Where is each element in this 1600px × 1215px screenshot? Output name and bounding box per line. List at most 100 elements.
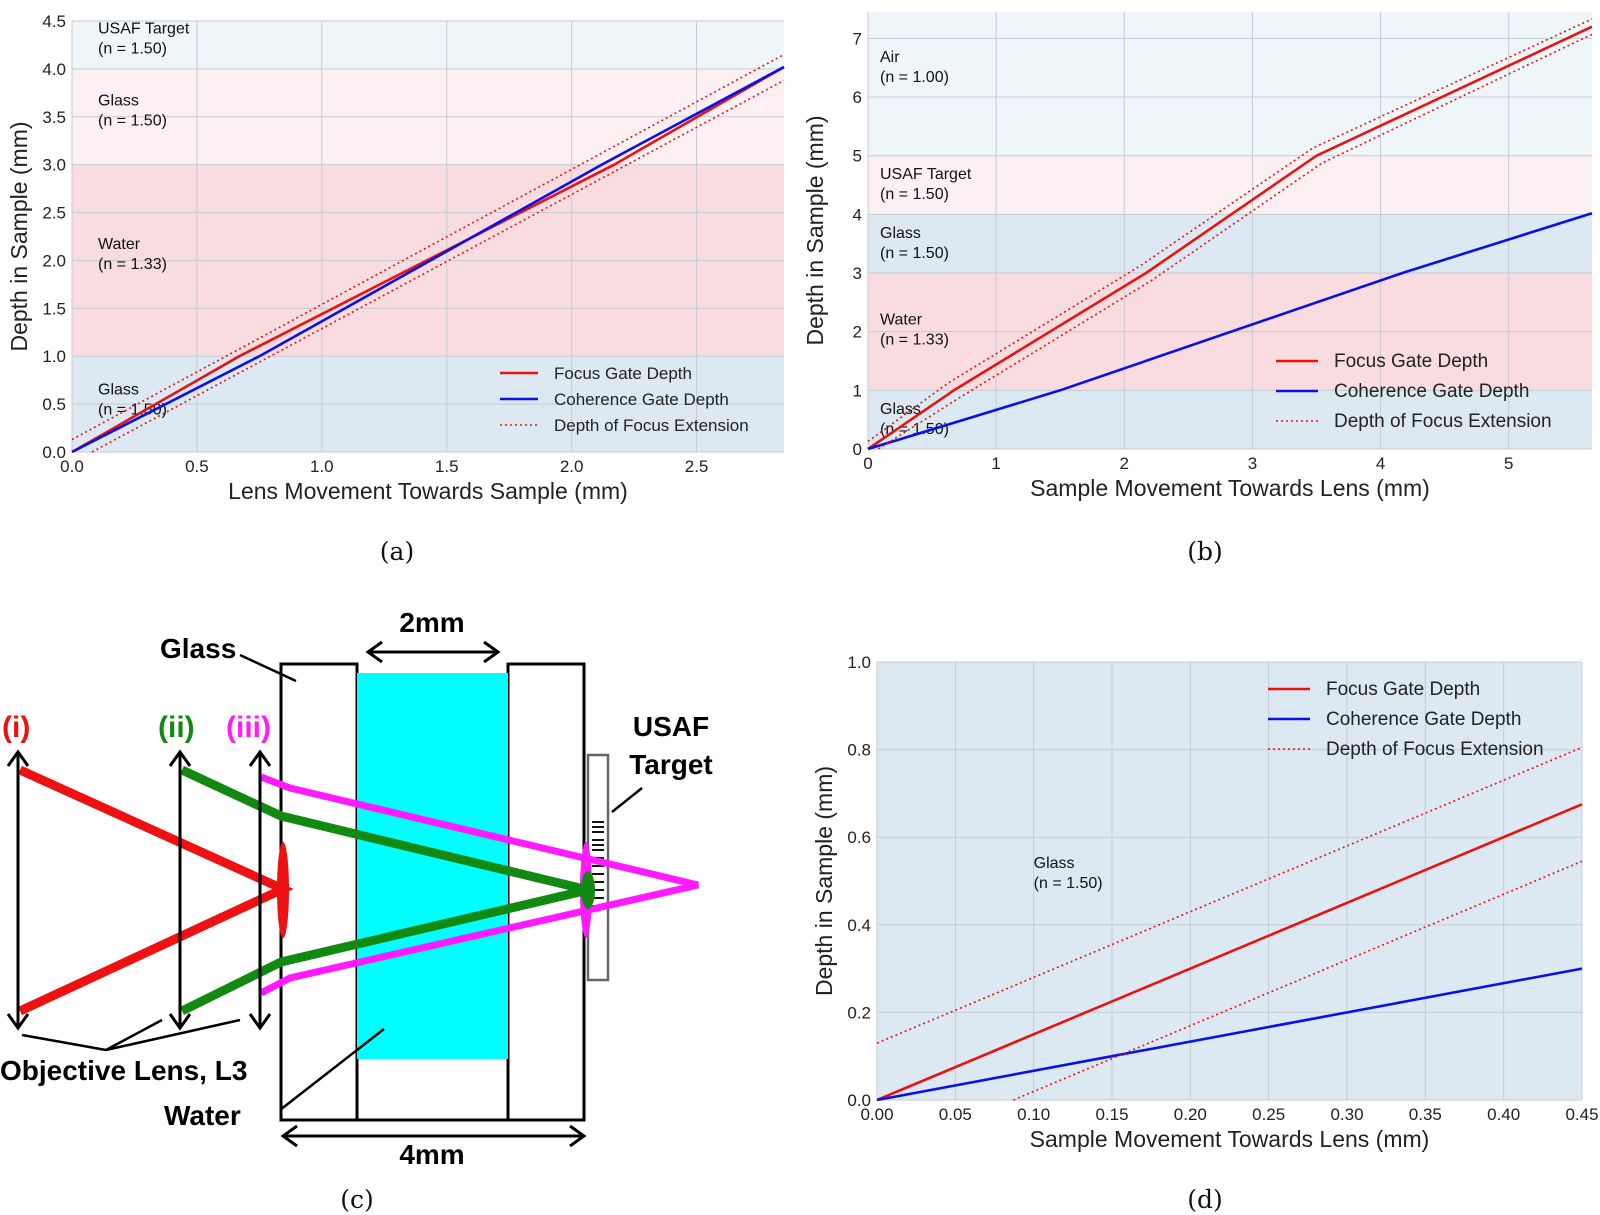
region-band-a-3 bbox=[72, 21, 784, 69]
region-label-a-0: Glass bbox=[98, 382, 139, 399]
xtick-label-a-4: 2.0 bbox=[560, 457, 584, 476]
legend-label-coherence-b: Coherence Gate Depth bbox=[1334, 381, 1529, 402]
beam-iii bbox=[259, 773, 699, 997]
region-sublabel-a-3: (n = 1.50) bbox=[98, 40, 167, 57]
region-sublabel-a-1: (n = 1.33) bbox=[98, 256, 167, 273]
ytick-label-a-2: 1.0 bbox=[42, 347, 66, 366]
region-label-b-4: Air bbox=[880, 49, 900, 66]
region-sublabel-d-0: (n = 1.50) bbox=[1034, 875, 1103, 892]
label-usaf: USAF bbox=[633, 711, 709, 742]
ytick-label-b-0: 0 bbox=[853, 440, 862, 459]
series-coherence-d-1 bbox=[876, 967, 1583, 1102]
region-band-b-0 bbox=[868, 390, 1592, 449]
ytick-label-d-4: 0.8 bbox=[847, 741, 871, 760]
diagram-c: Glass 2mm 4mm (i) (ii) (iii) USAF Target… bbox=[0, 607, 713, 1170]
xtick-label-b-2: 2 bbox=[1120, 454, 1129, 473]
legend-label-focus-d: Focus Gate Depth bbox=[1326, 679, 1480, 700]
region-label-b-1: Water bbox=[880, 312, 923, 329]
y-axis-label-b: Depth in Sample (mm) bbox=[802, 115, 828, 345]
xtick-label-d-7: 0.35 bbox=[1409, 1105, 1442, 1124]
series-dof-b-3 bbox=[877, 33, 1593, 450]
ytick-label-a-1: 0.5 bbox=[42, 395, 66, 414]
focus-spot-i bbox=[277, 842, 289, 938]
legend-label-dof-d: Depth of Focus Extension bbox=[1326, 739, 1544, 760]
xtick-label-d-6: 0.30 bbox=[1330, 1105, 1363, 1124]
lens-arrow-ii bbox=[168, 749, 192, 1031]
label-lens-i: (i) bbox=[2, 711, 30, 744]
dim-arrow-2mm bbox=[365, 640, 501, 664]
label-objective-lens: Objective Lens, L3 bbox=[0, 1055, 247, 1086]
region-sublabel-b-3: (n = 1.50) bbox=[880, 186, 949, 203]
xtick-label-a-3: 1.5 bbox=[435, 457, 459, 476]
region-sublabel-b-0: (n = 1.50) bbox=[880, 421, 949, 438]
region-label-a-3: USAF Target bbox=[98, 20, 190, 37]
ytick-label-d-2: 0.4 bbox=[847, 916, 871, 935]
legend-label-focus-a: Focus Gate Depth bbox=[554, 364, 692, 383]
region-sublabel-a-2: (n = 1.50) bbox=[98, 112, 167, 129]
region-label-b-0: Glass bbox=[880, 401, 921, 418]
legend-label-focus-b: Focus Gate Depth bbox=[1334, 351, 1488, 372]
ytick-label-b-5: 5 bbox=[853, 147, 862, 166]
xtick-label-b-5: 5 bbox=[1504, 454, 1513, 473]
ytick-label-b-1: 1 bbox=[853, 381, 862, 400]
xtick-label-b-0: 0 bbox=[863, 454, 872, 473]
label-4mm: 4mm bbox=[399, 1139, 464, 1170]
ytick-label-b-3: 3 bbox=[853, 264, 862, 283]
xtick-label-a-5: 2.5 bbox=[685, 457, 709, 476]
xtick-label-d-5: 0.25 bbox=[1252, 1105, 1285, 1124]
chart-a: Glass (n = 1.50) Water (n = 1.33) Glass (n = … bbox=[6, 12, 785, 504]
region-band-d-0 bbox=[877, 662, 1582, 1100]
chart-d: Glass (n = 1.50) 0.00 0.05 0.10 0.15 0.20 0.25 0… bbox=[811, 653, 1599, 1152]
label-water: Water bbox=[164, 1100, 241, 1131]
ytick-label-d-5: 1.0 bbox=[847, 653, 871, 672]
xtick-label-a-0: 0.0 bbox=[60, 457, 84, 476]
xtick-label-b-3: 3 bbox=[1248, 454, 1257, 473]
region-label-a-1: Water bbox=[98, 236, 141, 253]
ytick-label-b-2: 2 bbox=[853, 323, 862, 342]
xtick-label-a-2: 1.0 bbox=[310, 457, 334, 476]
legend-label-dof-a: Depth of Focus Extension bbox=[554, 416, 749, 435]
beam-i bbox=[18, 765, 294, 1016]
series-dof-b-2 bbox=[867, 18, 1593, 443]
xtick-label-b-1: 1 bbox=[991, 454, 1000, 473]
xtick-label-d-1: 0.05 bbox=[939, 1105, 972, 1124]
ytick-label-d-3: 0.6 bbox=[847, 828, 871, 847]
chart-b: Glass (n = 1.50) Water (n = 1.33) Glass (n = … bbox=[802, 12, 1593, 501]
focus-spot-ii bbox=[581, 871, 595, 909]
region-label-b-3: USAF Target bbox=[880, 166, 972, 183]
legend-label-dof-b: Depth of Focus Extension bbox=[1334, 411, 1552, 432]
xtick-label-b-4: 4 bbox=[1376, 454, 1385, 473]
x-axis-label-d: Sample Movement Towards Lens (mm) bbox=[1030, 1126, 1430, 1152]
dim-arrow-4mm bbox=[280, 1124, 587, 1148]
series-dof-a-3 bbox=[91, 79, 785, 453]
region-label-b-2: Glass bbox=[880, 225, 921, 242]
xtick-label-d-9: 0.45 bbox=[1565, 1105, 1598, 1124]
region-band-b-3 bbox=[868, 155, 1592, 215]
caption-a: (a) bbox=[380, 537, 414, 566]
ytick-label-a-7: 3.5 bbox=[42, 108, 66, 127]
ytick-label-a-6: 3.0 bbox=[42, 156, 66, 175]
region-band-b-4 bbox=[868, 12, 1592, 156]
label-lens-ii: (ii) bbox=[158, 711, 195, 744]
y-axis-label-a: Depth in Sample (mm) bbox=[6, 121, 32, 351]
ytick-label-b-7: 7 bbox=[853, 29, 862, 48]
label-2mm: 2mm bbox=[399, 607, 464, 638]
label-target: Target bbox=[629, 749, 713, 780]
label-lens-iii: (iii) bbox=[226, 711, 271, 744]
xtick-label-d-4: 0.20 bbox=[1174, 1105, 1207, 1124]
ytick-label-a-9: 4.5 bbox=[42, 12, 66, 31]
caption-c: (c) bbox=[340, 1185, 374, 1214]
legend-label-coherence-d: Coherence Gate Depth bbox=[1326, 709, 1521, 730]
ytick-label-d-1: 0.2 bbox=[847, 1003, 871, 1022]
x-axis-label-b: Sample Movement Towards Lens (mm) bbox=[1030, 475, 1430, 501]
ytick-label-a-5: 2.5 bbox=[42, 204, 66, 223]
series-coherence-b-1 bbox=[867, 211, 1593, 451]
caption-b: (b) bbox=[1187, 537, 1223, 566]
ytick-label-b-6: 6 bbox=[853, 88, 862, 107]
glass-left-wall bbox=[279, 662, 359, 1122]
xtick-label-a-1: 0.5 bbox=[185, 457, 209, 476]
x-axis-label-a: Lens Movement Towards Sample (mm) bbox=[228, 478, 628, 504]
ytick-label-b-4: 4 bbox=[853, 205, 862, 224]
xtick-label-d-0: 0.00 bbox=[860, 1105, 893, 1124]
